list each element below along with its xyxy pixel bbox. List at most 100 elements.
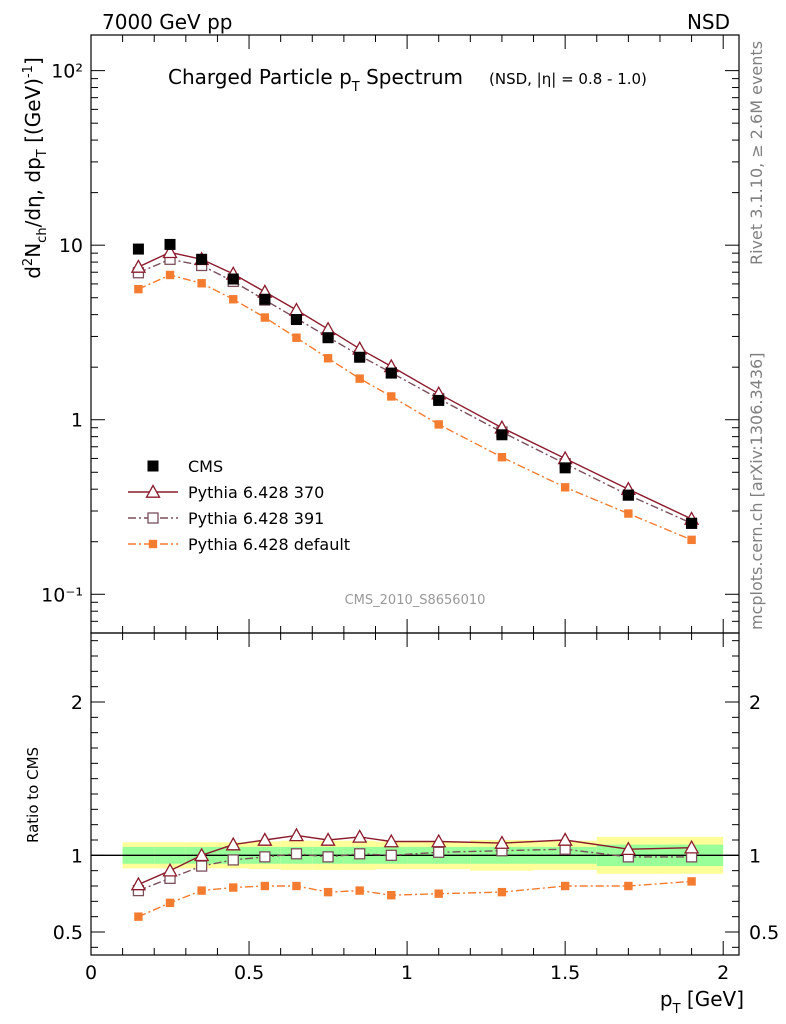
ratio-point-s1-2	[195, 860, 208, 872]
header-left: 7000 GeV pp	[102, 10, 233, 34]
main-point-s3-4	[260, 313, 270, 322]
ratio-point-s2-10	[497, 887, 507, 897]
main-title-text: Charged Particle p	[168, 65, 352, 89]
legend-label-1: Pythia 6.428 370	[188, 483, 324, 502]
main-point-s3-11	[560, 483, 570, 492]
ratio-point-s2-8	[387, 891, 396, 900]
ratio-point-s2-1	[165, 898, 175, 908]
x-axis-label-main: p	[660, 987, 673, 1011]
ratio-point-s2-13	[687, 877, 696, 886]
xtick-label-0: 0	[85, 962, 97, 984]
ratio-point-s0-4	[257, 832, 273, 846]
ratio-ytick-label-right-0: 0.5	[749, 922, 779, 944]
main-point-s0-7	[354, 351, 366, 363]
main-point-s0-12	[622, 489, 634, 501]
xtick-label-3: 1.5	[550, 962, 580, 984]
ratio-point-s1-4	[259, 851, 271, 863]
ratio-point-s1-8	[385, 849, 397, 861]
ratio-ylabel: Ratio to CMS	[24, 747, 42, 843]
ratio-point-s2-9	[434, 889, 443, 898]
ratio-point-s2-5	[292, 881, 301, 891]
ratio-line-2	[138, 880, 692, 918]
ratio-point-s0-9	[431, 833, 447, 848]
main-ylabel: d2Nch/dη, dpT [(GeV)-1]	[21, 57, 50, 279]
legend-label-3: Pythia 6.428 default	[188, 535, 350, 554]
main-point-s1-1	[162, 244, 178, 259]
ratio-point-s2-2	[197, 886, 206, 895]
main-ytick-label-1: 1	[71, 410, 83, 432]
legend: CMS Pythia 6.428 370 Pythia 6.428 391 Pythi…	[128, 457, 350, 554]
main-point-s3-13	[687, 535, 696, 545]
main-point-s3-12	[624, 509, 633, 518]
ratio-line-0	[138, 834, 692, 886]
ratio-point-s0-10	[494, 835, 510, 849]
ratio-point-s0-13	[683, 839, 700, 854]
main-point-s3-2	[197, 279, 206, 288]
main-point-s3-0	[134, 284, 143, 294]
legend-label-2: Pythia 6.428 391	[188, 509, 324, 528]
ratio-point-s2-12	[624, 881, 633, 891]
main-point-s1-11	[557, 450, 573, 465]
main-point-s0-3	[227, 273, 239, 285]
xtick-label-2: 1	[401, 962, 413, 984]
ratio-point-s0-12	[620, 841, 636, 856]
main-point-s3-8	[387, 392, 396, 401]
main-point-s0-13	[686, 517, 698, 529]
ratio-point-s0-3	[225, 836, 241, 851]
main-ytick-label-2: 10	[59, 235, 83, 257]
ratio-ytick-label-right-1: 1	[749, 845, 761, 867]
ratio-point-s2-11	[560, 881, 570, 891]
ratio-frame	[90, 632, 740, 956]
rivet-label: Rivet 3.1.10, ≥ 2.6M events	[747, 41, 766, 265]
main-data-layer	[130, 238, 700, 545]
ratio-point-s1-5	[290, 848, 303, 860]
ratio-data-layer	[91, 827, 739, 921]
ratio-ytick-label-left-1: 1	[71, 845, 83, 867]
ratio-line-1	[138, 848, 692, 892]
ratio-point-s0-2	[194, 847, 210, 862]
ratio-point-s0-0	[130, 876, 147, 891]
x-axis-label: pT [GeV]	[660, 987, 744, 1017]
ratio-ytick-label-left-2: 2	[71, 692, 83, 714]
ratio-ticks: 0.5 0.51 12 20 0.5 1 1.5 2	[53, 633, 779, 984]
ratio-point-s0-6	[320, 832, 336, 846]
ratio-point-s1-3	[227, 854, 239, 866]
main-title-extra: (NSD, |η| = 0.8 - 1.0)	[489, 70, 647, 88]
ratio-point-s0-1	[162, 862, 178, 877]
main-point-s3-9	[434, 420, 443, 429]
ratio-point-s2-6	[323, 887, 333, 897]
main-point-s0-10	[496, 429, 508, 441]
legend-marker-0	[147, 460, 159, 472]
main-point-s0-9	[433, 394, 445, 406]
main-line-2	[138, 258, 692, 524]
main-point-s3-3	[229, 295, 238, 304]
ratio-point-s0-8	[383, 833, 399, 848]
main-point-s0-4	[259, 293, 271, 305]
main-ticks: 10⁻¹ 1 10 10²	[41, 35, 739, 634]
ratio-point-s1-9	[433, 846, 445, 858]
main-point-s3-1	[165, 270, 175, 280]
main-point-s3-10	[497, 452, 507, 462]
ratio-point-s0-11	[557, 832, 573, 846]
ratio-point-s2-0	[134, 912, 143, 921]
ratio-ytick-label-left-0: 0.5	[53, 922, 83, 944]
main-title-tail: Spectrum	[360, 65, 463, 89]
main-point-s0-2	[196, 253, 208, 265]
main-point-s3-6	[323, 354, 333, 363]
main-point-s1-0	[130, 259, 147, 273]
ratio-point-s2-7	[355, 886, 364, 895]
ratio-point-s0-7	[352, 829, 368, 843]
ratio-point-s1-7	[354, 848, 366, 860]
main-ytick-label-0: 10⁻¹	[41, 584, 83, 606]
main-title-sub: T	[351, 80, 360, 95]
legend-marker-2	[147, 512, 159, 524]
xtick-label-4: 2	[717, 962, 729, 984]
xtick-label-1: 0.5	[234, 962, 264, 984]
main-point-s1-5	[288, 302, 305, 316]
legend-label-0: CMS	[188, 457, 223, 476]
main-point-s0-0	[132, 243, 144, 255]
x-axis-label-unit: [GeV]	[681, 987, 744, 1011]
x-axis-label-sub: T	[672, 1002, 681, 1017]
mcplots-label: mcplots.cern.ch [arXiv:1306.3436]	[747, 353, 766, 630]
